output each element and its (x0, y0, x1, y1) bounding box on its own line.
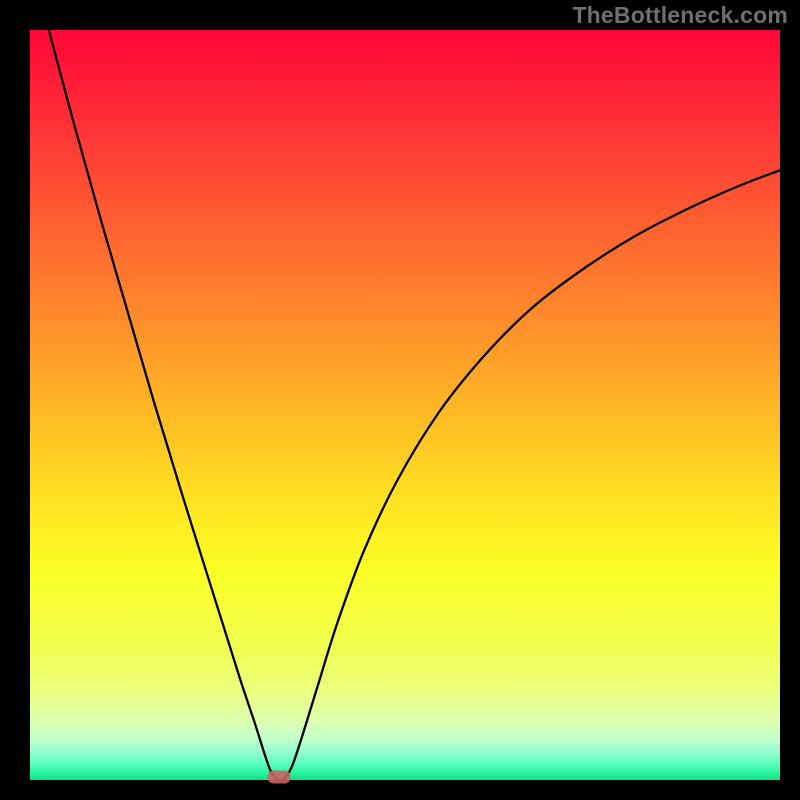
plot-background (30, 30, 780, 780)
chart-frame: TheBottleneck.com (0, 0, 800, 800)
bottleneck-chart (0, 0, 800, 800)
optimal-point-marker (268, 771, 291, 784)
